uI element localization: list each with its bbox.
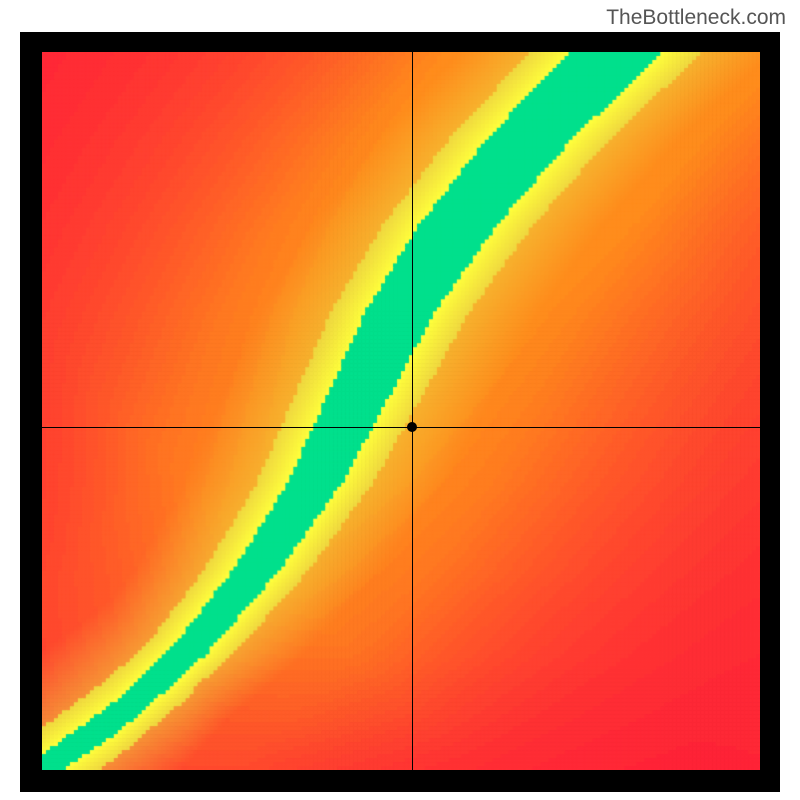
chart-outer-frame	[20, 32, 780, 792]
chart-plot-area	[42, 52, 760, 770]
crosshair-marker-dot	[407, 422, 417, 432]
heatmap-canvas	[42, 52, 760, 770]
watermark-text: TheBottleneck.com	[606, 6, 786, 30]
crosshair-vertical	[412, 52, 413, 770]
crosshair-horizontal	[42, 427, 760, 428]
